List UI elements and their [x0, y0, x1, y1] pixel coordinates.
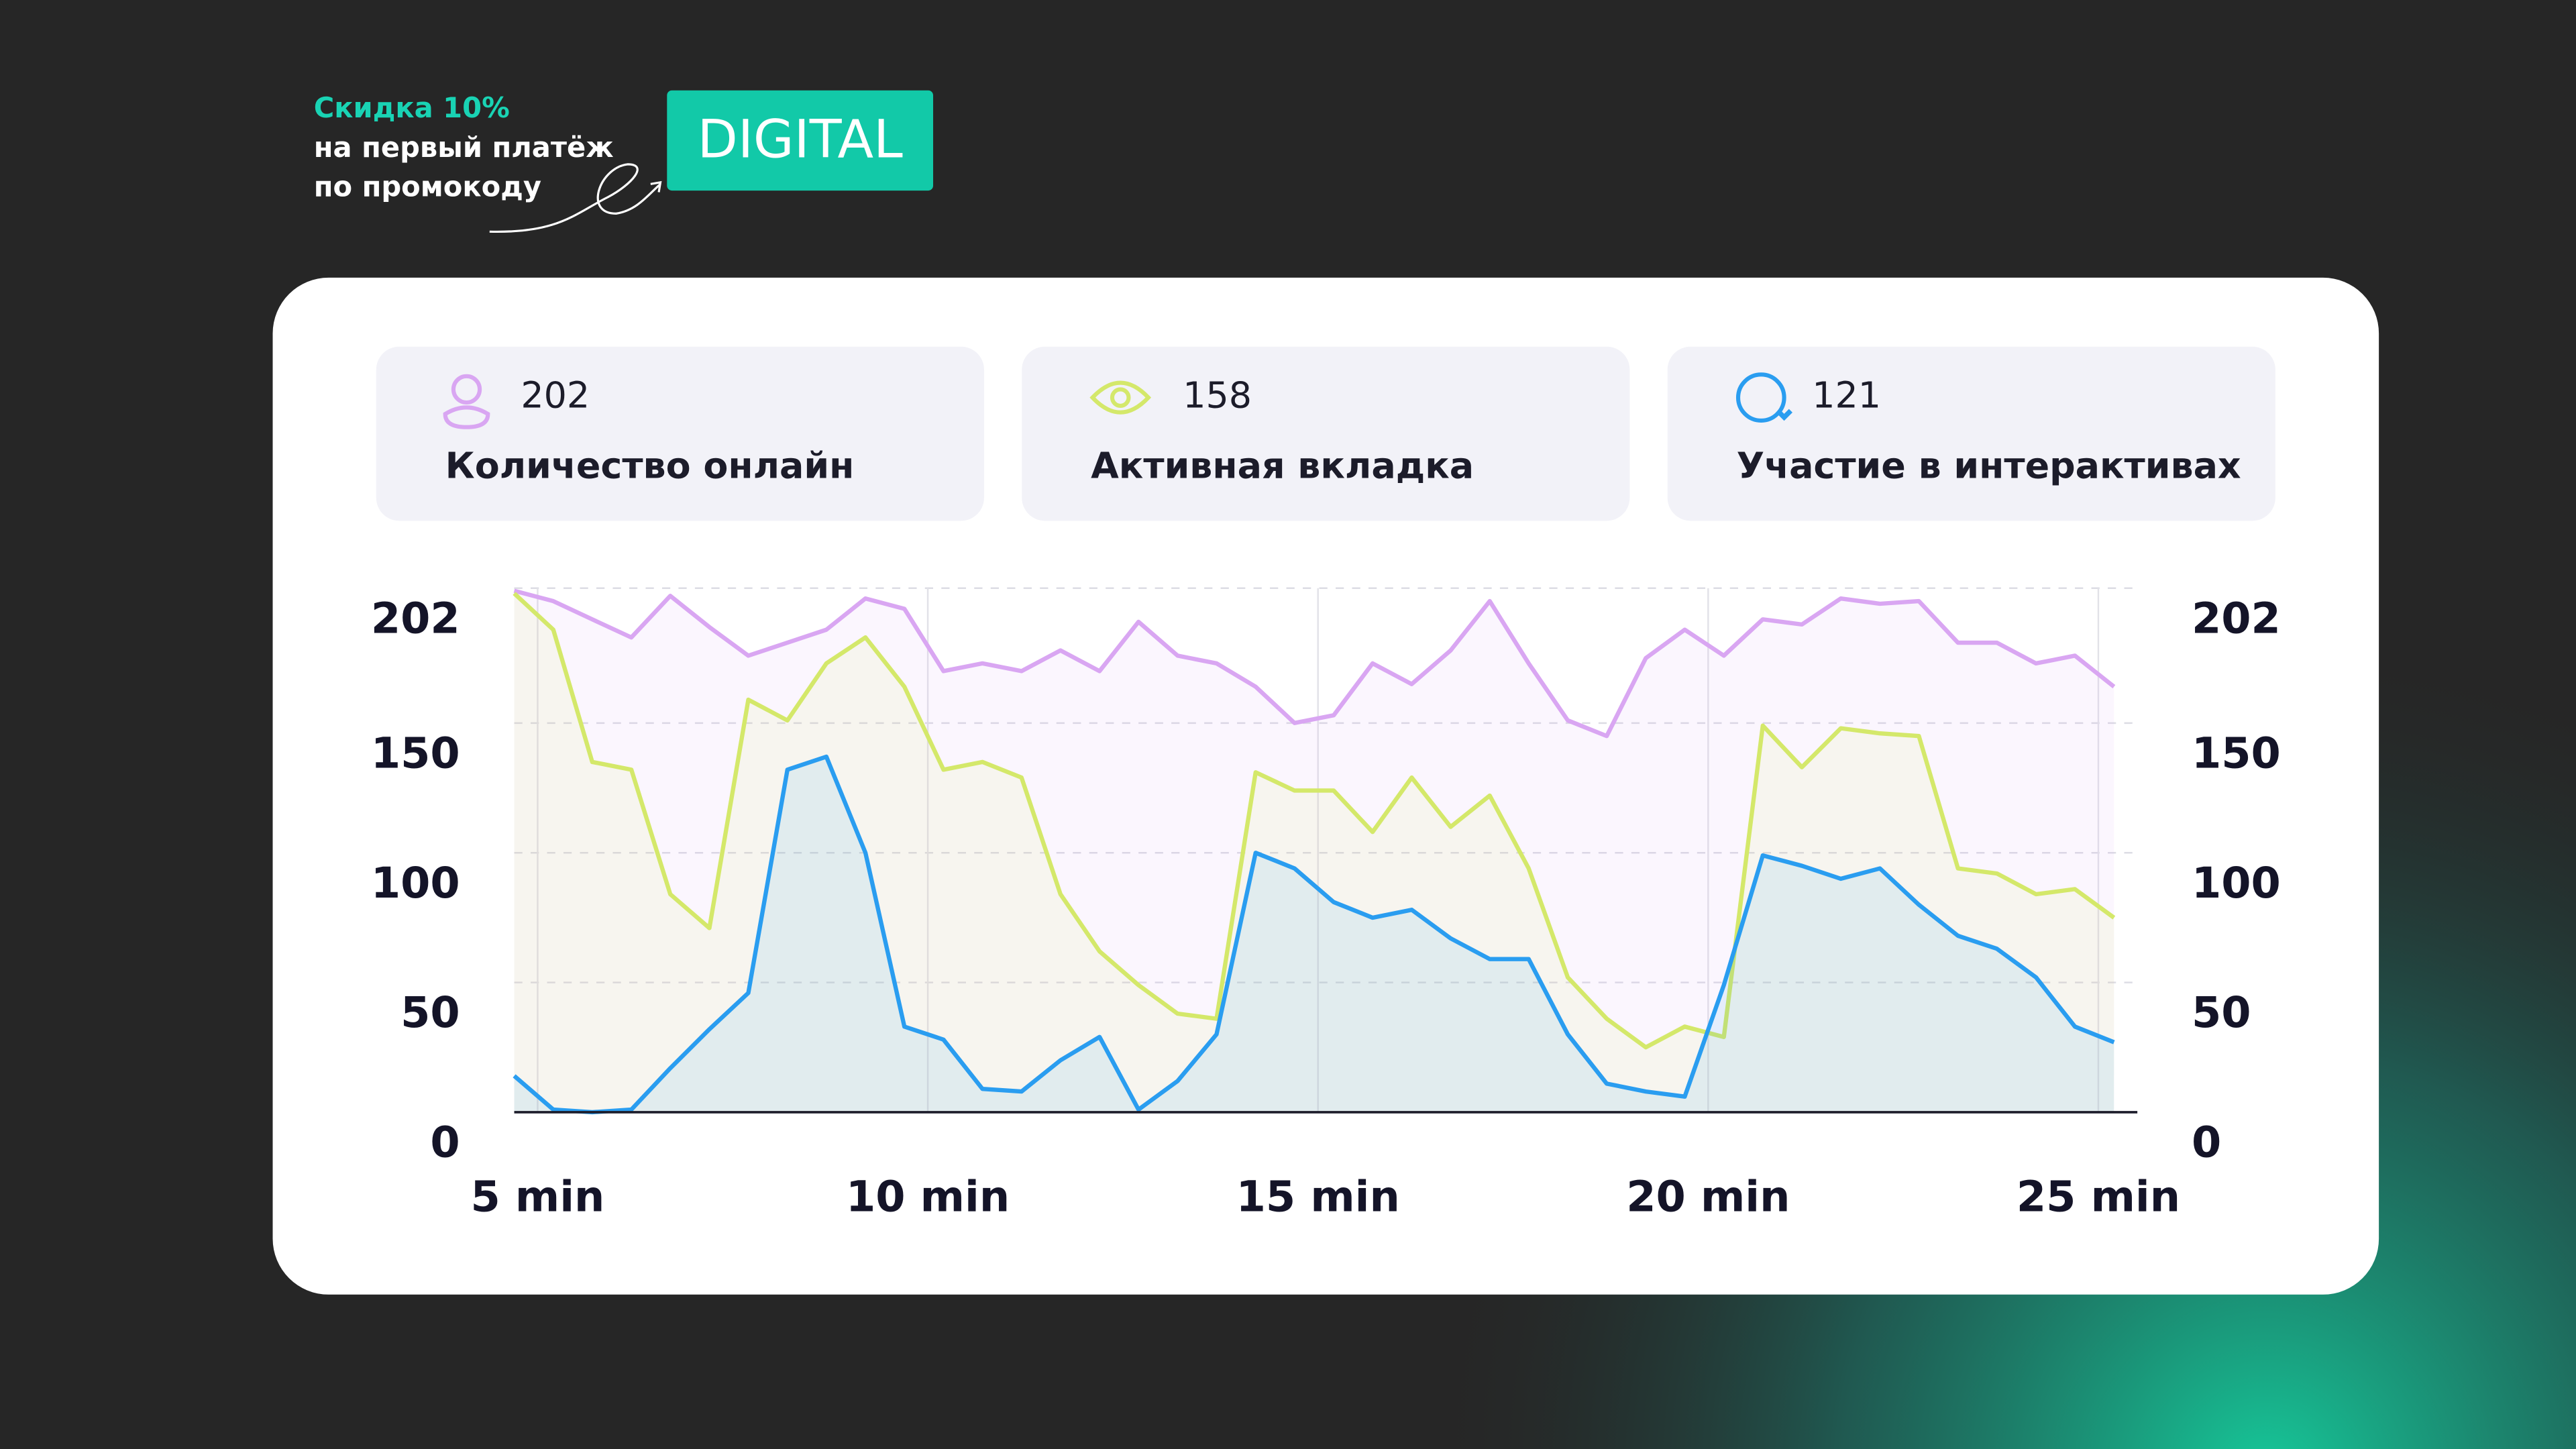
stat-label: Количество онлайн	[445, 445, 855, 487]
stat-value: 202	[521, 374, 590, 416]
line	[513, 754, 2115, 1115]
y2-tick-label: 202	[2192, 594, 2281, 643]
promo-line: на первый платёж	[314, 131, 614, 164]
y-tick-label: 50	[400, 988, 460, 1038]
icon	[1735, 372, 1786, 423]
y2-tick-label: 50	[2192, 988, 2251, 1038]
icon	[443, 405, 490, 429]
area	[514, 590, 2114, 1112]
stat-card	[1022, 346, 1630, 521]
promo-code: DIGITAL	[697, 109, 903, 170]
y2-tick-label: 0	[2192, 1118, 2221, 1168]
promo-code-badge	[667, 90, 934, 191]
chart: 0 0 50 50 100 100 150 150 202 202 5 min 10 min 15 mi…	[371, 587, 2281, 1222]
promo-line: по промокоду	[314, 170, 541, 203]
stat-label: Активная вкладка	[1091, 445, 1474, 487]
x-tick-label: 10 min	[846, 1172, 1010, 1222]
x-tick-label: 25 min	[2017, 1172, 2180, 1222]
area	[514, 593, 2114, 1112]
arrow-head	[650, 180, 662, 193]
line	[513, 588, 2116, 739]
stat-label: Участие в интерактивах	[1737, 445, 2241, 487]
icon	[1776, 409, 1792, 421]
stat-value: 158	[1183, 374, 1252, 416]
icon	[1110, 387, 1131, 408]
y-tick-label: 202	[371, 594, 460, 643]
y-tick-label: 150	[371, 729, 460, 778]
line	[513, 592, 2116, 1050]
stat-cards: 202 Количество онлайн 158 Активная вкладка 1…	[376, 346, 2275, 521]
icon	[1089, 380, 1152, 415]
stat-card	[1667, 346, 2275, 521]
icon	[451, 374, 482, 405]
x-tick-label: 20 min	[1626, 1172, 1790, 1222]
x-tick-label: 15 min	[1236, 1172, 1400, 1222]
y-tick-label: 0	[430, 1118, 460, 1168]
stat-card	[376, 346, 984, 521]
promo-line: Скидка 10%	[314, 91, 510, 124]
arrow	[489, 163, 661, 233]
area	[514, 757, 2114, 1112]
stat-value: 121	[1812, 374, 1881, 416]
x-tick-label: 5 min	[470, 1172, 604, 1222]
y-tick-label: 100	[371, 859, 460, 908]
y2-tick-label: 100	[2192, 859, 2281, 908]
y2-tick-label: 150	[2192, 729, 2281, 778]
dashboard-card	[272, 277, 2379, 1295]
